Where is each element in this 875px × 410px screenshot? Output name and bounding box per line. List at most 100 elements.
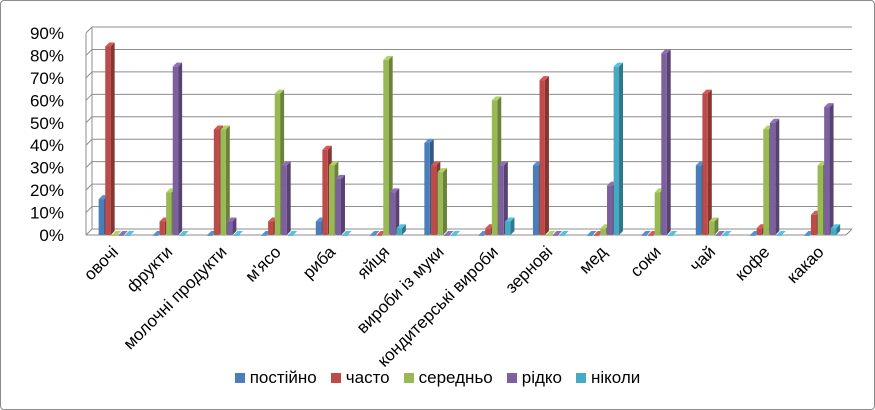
bar-top	[213, 125, 224, 130]
bar-top	[281, 161, 291, 166]
bar	[817, 165, 823, 235]
legend-swatch	[330, 373, 341, 383]
bar-side	[442, 168, 447, 235]
y-tick-label: 30%	[30, 159, 64, 178]
x-tick-label: фрукти	[123, 242, 177, 296]
bar-top	[118, 231, 128, 235]
bar	[376, 235, 383, 236]
bar	[702, 93, 708, 235]
bar	[830, 228, 837, 235]
bar	[281, 165, 287, 235]
bar-top	[661, 49, 671, 54]
bar-top	[233, 231, 244, 235]
bar	[220, 129, 226, 235]
bar	[370, 235, 376, 236]
bar-top	[715, 231, 725, 235]
bar	[769, 122, 776, 235]
bar	[661, 53, 667, 236]
bar	[756, 228, 763, 235]
bar-side	[544, 76, 549, 235]
y-tick-label: 90%	[30, 24, 64, 43]
gridline	[85, 71, 852, 79]
bar-top	[539, 76, 549, 81]
bar	[600, 228, 606, 235]
bar	[607, 185, 613, 235]
gridline	[85, 228, 852, 236]
x-tick-label: зернові	[502, 242, 557, 297]
legend-swatch	[506, 373, 517, 383]
bar	[396, 228, 402, 235]
bar-top	[287, 231, 298, 235]
bar-top	[227, 217, 237, 222]
bar	[389, 192, 396, 235]
gridline	[85, 26, 852, 34]
bar-side	[110, 42, 115, 235]
bar-top	[125, 231, 135, 235]
bar-top	[437, 168, 447, 173]
bar	[613, 66, 620, 236]
bar	[593, 235, 600, 236]
bar	[532, 165, 539, 235]
bar	[491, 100, 498, 235]
bar-top	[613, 62, 624, 67]
bar	[824, 107, 830, 235]
bar	[505, 221, 511, 235]
bar	[559, 235, 565, 236]
bar	[667, 235, 674, 236]
x-tick-label: м'ясо	[241, 242, 284, 285]
bar	[172, 66, 179, 236]
bar	[166, 192, 172, 235]
y-tick-label: 40%	[30, 136, 64, 155]
bar	[444, 235, 450, 236]
bar	[118, 235, 124, 236]
bar-top	[491, 96, 502, 101]
bar	[763, 129, 769, 235]
bar-top	[328, 161, 339, 166]
bar-side	[829, 103, 834, 235]
bar-top	[335, 174, 345, 179]
bar	[430, 165, 437, 235]
bar-top	[587, 231, 597, 235]
bar-top	[342, 231, 352, 235]
bar	[587, 235, 593, 236]
bar-side	[340, 174, 345, 235]
gridline	[85, 206, 852, 213]
x-tick-label: молочні продукти	[120, 242, 231, 353]
bar-side	[666, 49, 671, 236]
x-tick-label: соки	[627, 242, 665, 280]
bar	[98, 199, 105, 235]
bar-side	[619, 62, 624, 235]
bar	[715, 235, 721, 236]
bar	[485, 228, 491, 235]
gridline	[85, 161, 852, 169]
bar-top	[546, 231, 556, 235]
floor-edge	[845, 228, 853, 236]
bar-side	[232, 217, 237, 235]
bar-top	[111, 231, 122, 235]
bar	[261, 235, 267, 236]
bar-top	[708, 217, 719, 222]
bar	[268, 221, 274, 235]
legend-item: середньо	[403, 368, 493, 388]
bar	[274, 93, 281, 235]
bar	[111, 235, 118, 236]
bar-top	[824, 103, 834, 108]
bar-side	[178, 62, 183, 235]
bar	[233, 235, 240, 236]
legend-swatch	[234, 373, 245, 383]
bar	[539, 80, 545, 235]
bar-side	[775, 118, 780, 235]
bar-top	[667, 231, 678, 235]
bar	[450, 235, 457, 236]
gridline	[85, 116, 852, 124]
bar-side	[395, 188, 400, 235]
bar	[750, 235, 756, 236]
bar	[708, 221, 715, 235]
bar-top	[220, 125, 230, 130]
bar-top	[383, 55, 393, 60]
bar	[159, 221, 165, 235]
legend-label: постійно	[249, 368, 317, 387]
bar	[328, 165, 335, 235]
legend-item: рідко	[506, 368, 562, 388]
